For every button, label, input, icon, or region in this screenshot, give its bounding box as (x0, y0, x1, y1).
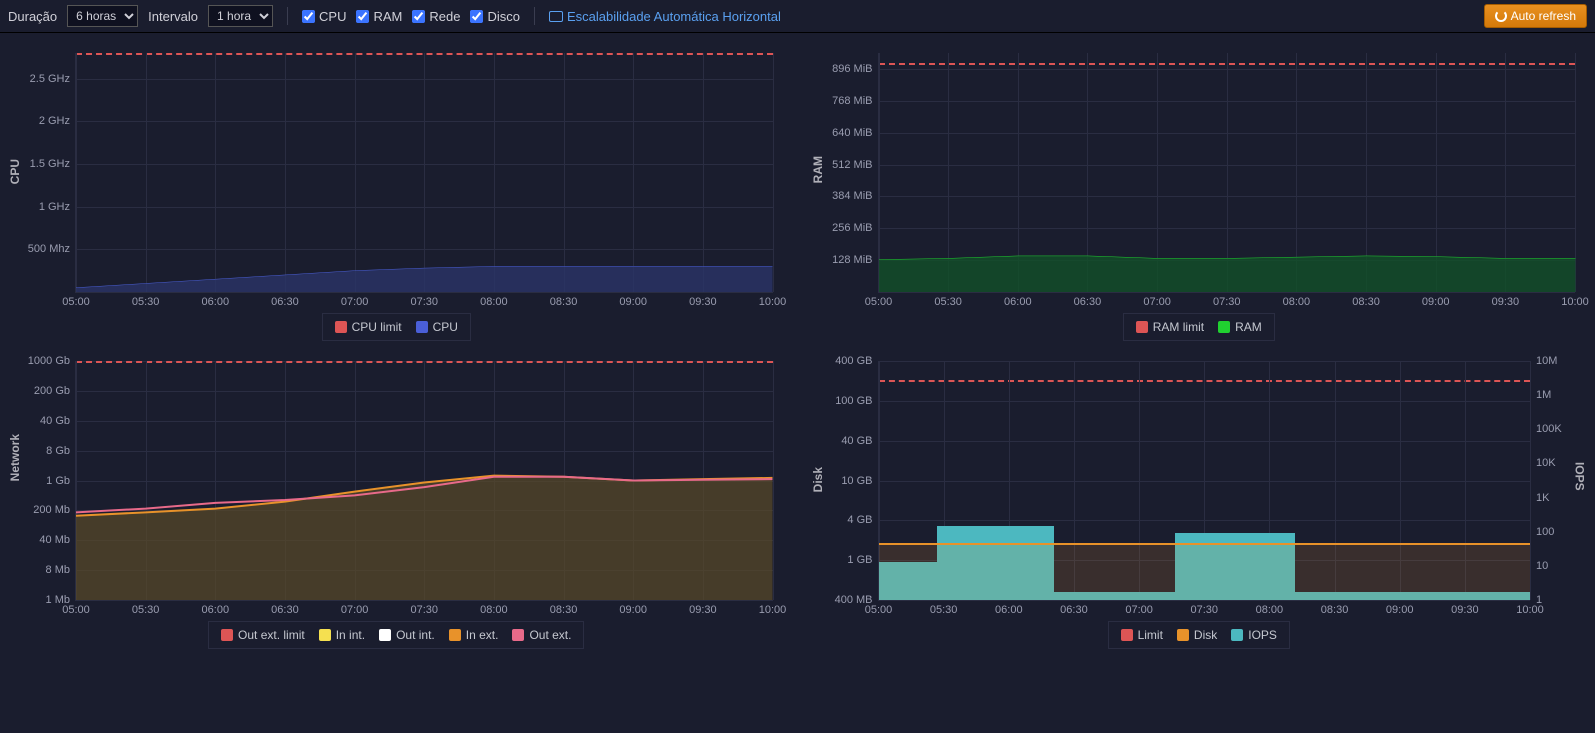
cpu-legend: CPU limit CPU (322, 313, 471, 341)
cpu-axis-label: CPU (8, 159, 22, 184)
ram-legend: RAM limit RAM (1123, 313, 1275, 341)
network-axis-label: Network (8, 434, 22, 481)
cpu-chart-panel: CPU 500 Mhz1 GHz1.5 GHz2 GHz2.5 GHz05:00… (10, 53, 783, 341)
iops-axis-label: IOPS (1573, 462, 1587, 491)
cpu-checkbox[interactable]: CPU (302, 9, 346, 24)
net-checkbox[interactable]: Rede (412, 9, 460, 24)
interval-label: Intervalo (148, 9, 198, 24)
disk-plot: 400 MB1 GB4 GB10 GB40 GB100 GB400 GB1101… (878, 361, 1531, 601)
refresh-icon (1495, 10, 1507, 22)
network-plot: 1 Mb8 Mb40 Mb200 Mb1 Gb8 Gb40 Gb200 Gb10… (75, 361, 773, 601)
cpu-plot: 500 Mhz1 GHz1.5 GHz2 GHz2.5 GHz05:0005:3… (75, 53, 773, 293)
monitor-icon (549, 11, 563, 22)
ram-plot: 128 MiB256 MiB384 MiB512 MiB640 MiB768 M… (878, 53, 1576, 293)
disk-axis-label: Disk (811, 467, 825, 492)
ram-checkbox[interactable]: RAM (356, 9, 402, 24)
network-legend: Out ext. limit In int. Out int. In ext. … (208, 621, 584, 649)
separator (287, 7, 288, 25)
disk-legend: Limit Disk IOPS (1108, 621, 1290, 649)
duration-label: Duração (8, 9, 57, 24)
auto-refresh-button[interactable]: Auto refresh (1484, 4, 1587, 28)
ram-axis-label: RAM (811, 156, 825, 183)
ram-chart-panel: RAM 128 MiB256 MiB384 MiB512 MiB640 MiB7… (813, 53, 1586, 341)
autoscale-link[interactable]: Escalabilidade Automática Horizontal (549, 9, 781, 24)
separator (534, 7, 535, 25)
interval-select[interactable]: 1 hora (208, 5, 273, 27)
toolbar: Duração 6 horas Intervalo 1 hora CPU RAM… (0, 0, 1595, 33)
disk-chart-panel: Disk IOPS 400 MB1 GB4 GB10 GB40 GB100 GB… (813, 361, 1586, 649)
duration-select[interactable]: 6 horas (67, 5, 138, 27)
network-chart-panel: Network 1 Mb8 Mb40 Mb200 Mb1 Gb8 Gb40 Gb… (10, 361, 783, 649)
disk-checkbox[interactable]: Disco (470, 9, 520, 24)
